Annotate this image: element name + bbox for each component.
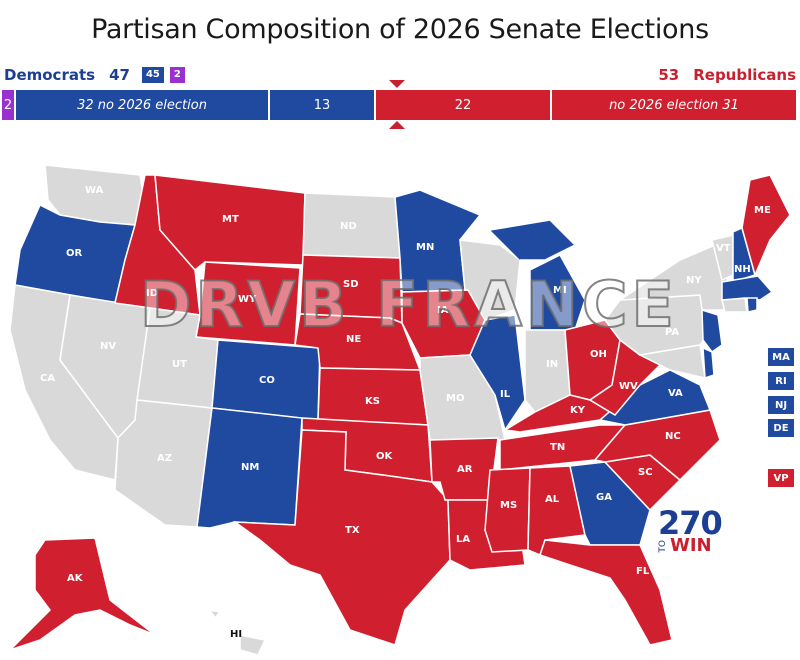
state-TX[interactable] [232, 429, 451, 646]
state-DE[interactable] [702, 346, 715, 380]
svg-text:WA: WA [85, 185, 104, 196]
state-WY[interactable] [195, 261, 301, 346]
svg-text:AL: AL [545, 494, 560, 505]
democrats-legend: Democrats 47 45 2 [4, 66, 191, 84]
svg-text:ME: ME [754, 205, 771, 216]
svg-text:OK: OK [376, 451, 394, 462]
bar-segment-dem-up[interactable]: 13 [270, 90, 376, 120]
state-MI[interactable] [489, 219, 586, 331]
svg-text:TX: TX [345, 525, 360, 536]
svg-text:TN: TN [550, 442, 565, 453]
svg-text:UT: UT [172, 359, 187, 370]
logo-number: 270 [658, 504, 723, 542]
svg-text:MN: MN [416, 242, 434, 253]
svg-text:NE: NE [346, 334, 361, 345]
independent-seats-chip: 2 [169, 67, 185, 83]
svg-text:SD: SD [343, 279, 359, 290]
logo-to: TO [658, 539, 668, 553]
svg-text:KY: KY [570, 405, 586, 416]
svg-text:NM: NM [241, 462, 259, 473]
svg-text:CA: CA [40, 373, 55, 384]
svg-text:MI: MI [553, 285, 567, 296]
bar-segment-rep-not-up[interactable]: no 2026 election 31 [552, 90, 796, 120]
republicans-count: 53 [658, 66, 680, 84]
svg-text:VT: VT [716, 243, 731, 254]
svg-text:IL: IL [500, 389, 511, 400]
majority-marker-top-icon [389, 80, 405, 88]
vice-president-button[interactable]: VP [768, 469, 794, 487]
svg-text:AZ: AZ [157, 453, 172, 464]
state-NJ[interactable] [701, 308, 723, 354]
svg-text:NC: NC [665, 431, 681, 442]
svg-text:OH: OH [590, 349, 607, 360]
svg-text:ID: ID [146, 288, 158, 299]
small-state-RI-button[interactable]: RI [768, 372, 794, 390]
svg-text:MT: MT [222, 214, 239, 225]
svg-text:OR: OR [66, 248, 83, 259]
logo-win: WIN [670, 535, 712, 556]
state-HI[interactable] [208, 608, 267, 656]
democrat-seats-chip: 45 [141, 67, 164, 83]
state-MS[interactable] [484, 467, 531, 553]
svg-text:IN: IN [546, 359, 558, 370]
svg-text:CO: CO [259, 375, 275, 386]
state-AK[interactable] [9, 537, 156, 651]
svg-text:KS: KS [365, 396, 380, 407]
state-WI[interactable] [459, 239, 521, 321]
democrats-label: Democrats [4, 66, 96, 84]
bar-segment-rep-up[interactable]: 22 [376, 90, 552, 120]
page-title: Partisan Composition of 2026 Senate Elec… [91, 14, 709, 45]
svg-text:GA: GA [596, 492, 612, 503]
state-MA[interactable] [721, 275, 774, 301]
seat-balance-bar: 2 32 no 2026 election 13 22 no 2026 elec… [2, 90, 796, 120]
svg-text:AK: AK [67, 573, 84, 584]
svg-text:MO: MO [446, 393, 464, 404]
us-senate-map: WA OR CA NV ID MT WY UT AZ CO NM ND SD N… [0, 150, 800, 656]
small-state-MA-button[interactable]: MA [768, 348, 794, 366]
state-RI[interactable] [746, 297, 758, 313]
270towin-logo: 270 TO WIN [658, 504, 723, 556]
small-state-DE-button[interactable]: DE [768, 419, 794, 437]
svg-text:ND: ND [340, 221, 357, 232]
svg-text:AR: AR [457, 464, 473, 475]
state-ME[interactable] [741, 174, 791, 278]
bar-segment-independent[interactable]: 2 [2, 90, 16, 120]
svg-text:HI: HI [230, 629, 242, 640]
majority-marker-bottom-icon [389, 121, 405, 129]
svg-text:WY: WY [238, 294, 257, 305]
svg-text:SC: SC [638, 467, 653, 478]
svg-text:VA: VA [668, 388, 683, 399]
small-state-NJ-button[interactable]: NJ [768, 396, 794, 414]
svg-text:IA: IA [437, 305, 449, 316]
svg-text:NY: NY [686, 275, 702, 286]
svg-text:LA: LA [456, 534, 470, 545]
republicans-legend: 53 Republicans [658, 66, 796, 84]
state-FL[interactable] [539, 539, 673, 646]
democrats-count: 47 [109, 66, 130, 84]
republicans-label: Republicans [693, 66, 796, 84]
svg-text:PA: PA [665, 327, 679, 338]
bar-segment-dem-not-up[interactable]: 32 no 2026 election [16, 90, 270, 120]
svg-text:FL: FL [636, 566, 650, 577]
svg-text:MS: MS [500, 500, 517, 511]
svg-text:WV: WV [619, 381, 638, 392]
svg-text:NH: NH [734, 264, 751, 275]
svg-text:NV: NV [100, 341, 116, 352]
